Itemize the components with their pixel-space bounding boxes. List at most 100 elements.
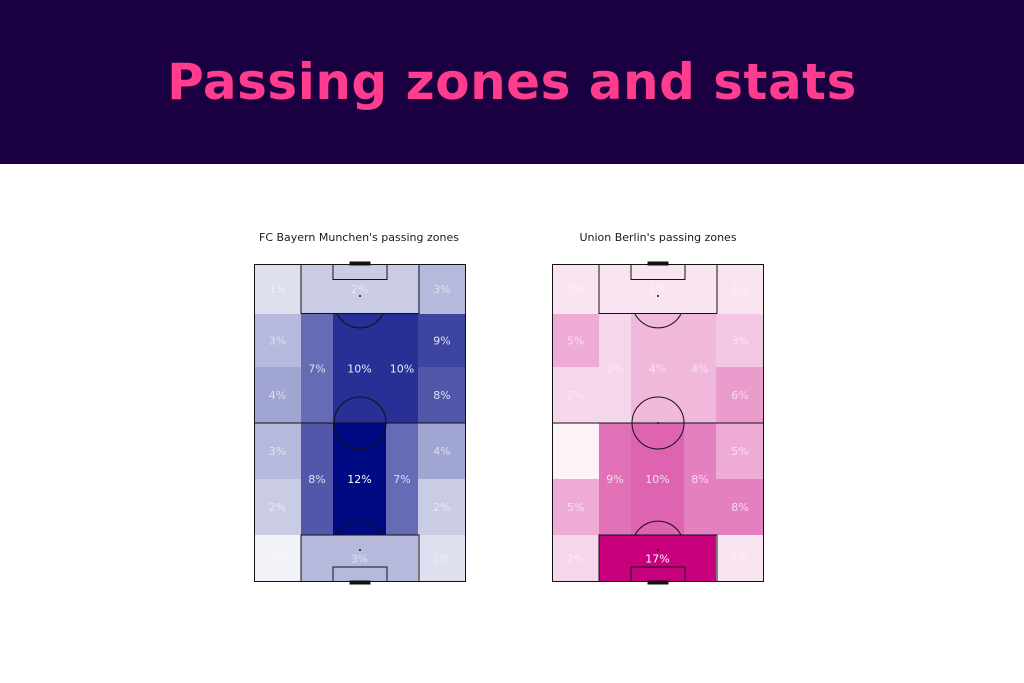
zone-bayern-11: [301, 423, 333, 535]
pitch-heatmap-union: 1% 1% 1% 5% 2% 4% 4% 3% 2% 6% 0% 9% 10% 8% 5% 5% 8% 2% 17%…: [552, 261, 764, 585]
zone-label-bayern-10: 3%: [269, 445, 286, 458]
zone-bayern-14: [418, 423, 466, 479]
zone-union-0: [552, 264, 599, 314]
zone-label-union-3: 5%: [567, 335, 584, 348]
zone-bayern-19: [418, 535, 466, 582]
zone-union-19: [716, 535, 764, 582]
chart-title-union: Union Berlin's passing zones: [579, 231, 737, 244]
zone-label-union-16: 8%: [731, 501, 748, 514]
goal-bottom: [349, 580, 371, 585]
pitch-heatmap-bayern: 1% 2% 3% 3% 7% 10% 10% 9% 4% 8% 3% 8% 12% 7% 4% 2% 2% 0% 3…: [254, 261, 466, 585]
pitch-markings-bayern: [254, 261, 466, 585]
zone-label-union-10: 0%: [567, 445, 584, 458]
zone-bayern-18: [301, 535, 418, 582]
zone-label-bayern-1: 2%: [351, 283, 368, 296]
center-spot: [359, 422, 361, 424]
zone-label-union-9: 6%: [731, 389, 748, 402]
zone-labels-union: 1% 1% 1% 5% 2% 4% 4% 3% 2% 6% 0% 9% 10% 8% 5% 5% 8% 2% 17%…: [567, 283, 749, 566]
zone-bayern-3: [254, 314, 301, 367]
zone-bayern-4: [301, 314, 333, 423]
penalty-arc-top: [336, 313, 384, 329]
zone-label-bayern-9: 8%: [433, 389, 450, 402]
zone-bayern-1: [301, 264, 418, 314]
zone-bayern-16: [418, 479, 466, 535]
zone-label-bayern-17: 0%: [269, 553, 286, 566]
zone-bayern-8: [254, 367, 301, 423]
pitch-markings-union: [552, 261, 764, 585]
zone-label-union-19: 1%: [731, 553, 748, 566]
penalty-spot-top: [657, 295, 659, 297]
zone-label-bayern-0: 1%: [269, 283, 286, 296]
zone-label-bayern-18: 3%: [351, 553, 368, 566]
zone-label-bayern-19: 1%: [433, 553, 450, 566]
zone-bayern-9: [418, 367, 466, 423]
zone-label-union-13: 8%: [691, 473, 708, 486]
zone-label-union-1: 1%: [649, 283, 666, 296]
zone-label-bayern-12: 12%: [347, 473, 371, 486]
zone-label-union-8: 2%: [567, 389, 584, 402]
zone-bayern-13: [386, 423, 418, 535]
penalty-arc-bottom: [634, 520, 682, 536]
zone-union-8: [552, 367, 599, 423]
goal-top: [349, 261, 371, 266]
zone-label-bayern-11: 8%: [308, 473, 325, 486]
zone-label-bayern-15: 2%: [269, 501, 286, 514]
zone-label-union-17: 2%: [567, 553, 584, 566]
zone-label-bayern-4: 7%: [308, 363, 325, 376]
zone-bayern-17: [254, 535, 301, 582]
zone-label-bayern-13: 7%: [393, 473, 410, 486]
zone-label-union-4: 2%: [606, 363, 623, 376]
zone-union-7: [716, 314, 764, 367]
page-title: Passing zones and stats: [167, 53, 857, 111]
zone-union-6: [684, 314, 716, 423]
zone-label-bayern-7: 9%: [433, 335, 450, 348]
zone-union-18: [599, 535, 716, 582]
zone-label-bayern-16: 2%: [433, 501, 450, 514]
zone-label-bayern-8: 4%: [269, 389, 286, 402]
zone-label-union-14: 5%: [731, 445, 748, 458]
zone-union-17: [552, 535, 599, 582]
zone-union-15: [552, 479, 599, 535]
penalty-arc-top: [634, 313, 682, 329]
zone-bayern-0: [254, 264, 301, 314]
center-circle: [631, 396, 685, 450]
penalty-arc-bottom: [336, 520, 384, 536]
zone-label-bayern-3: 3%: [269, 335, 286, 348]
zone-label-bayern-2: 3%: [433, 283, 450, 296]
penalty-spot-bottom: [657, 549, 659, 551]
zone-label-union-7: 3%: [731, 335, 748, 348]
zone-union-10: [552, 423, 599, 479]
penalty-spot-top: [359, 295, 361, 297]
zone-label-bayern-5: 10%: [347, 363, 371, 376]
center-spot: [657, 422, 659, 424]
center-circle: [333, 396, 387, 450]
zone-bayern-15: [254, 479, 301, 535]
penalty-spot-bottom: [359, 549, 361, 551]
zone-label-union-18: 17%: [645, 553, 669, 566]
goal-bottom: [647, 580, 669, 585]
zone-bayern-2: [418, 264, 466, 314]
zone-union-9: [716, 367, 764, 423]
zone-label-union-5: 4%: [649, 363, 666, 376]
zone-label-union-12: 10%: [645, 473, 669, 486]
zone-labels-bayern: 1% 2% 3% 3% 7% 10% 10% 9% 4% 8% 3% 8% 12% 7% 4% 2% 2% 0% 3…: [269, 283, 451, 566]
zone-label-bayern-14: 4%: [433, 445, 450, 458]
zone-label-bayern-6: 10%: [390, 363, 414, 376]
zone-union-13: [684, 423, 716, 535]
zone-bayern-7: [418, 314, 466, 367]
zones-bayern: [254, 264, 466, 582]
zone-label-union-11: 9%: [606, 473, 623, 486]
goal-top: [647, 261, 669, 266]
zone-union-11: [599, 423, 631, 535]
zone-label-union-15: 5%: [567, 501, 584, 514]
zone-union-4: [599, 314, 631, 423]
zone-union-1: [599, 264, 716, 314]
chart-title-bayern: FC Bayern Munchen's passing zones: [259, 231, 459, 244]
zone-label-union-0: 1%: [567, 283, 584, 296]
zone-union-14: [716, 423, 764, 479]
zone-label-union-2: 1%: [731, 283, 748, 296]
header-banner: Passing zones and stats: [0, 0, 1024, 164]
zone-bayern-10: [254, 423, 301, 479]
zone-label-union-6: 4%: [691, 363, 708, 376]
zone-union-16: [716, 479, 764, 535]
